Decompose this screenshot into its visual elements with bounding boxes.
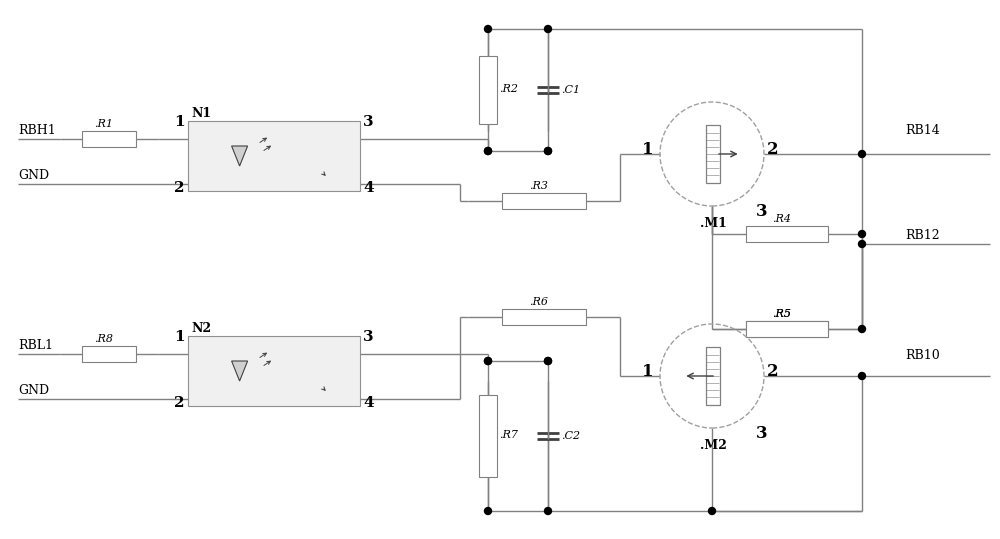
Bar [479, 57, 497, 123]
Text: .R8: .R8 [94, 334, 113, 344]
Circle shape [484, 25, 492, 32]
Text: 2: 2 [767, 363, 779, 380]
Circle shape [858, 372, 866, 379]
Circle shape [544, 148, 552, 155]
Text: 1: 1 [174, 330, 185, 344]
Text: .R5: .R5 [772, 309, 791, 319]
Text: .R2: .R2 [499, 84, 518, 94]
Text: 3: 3 [756, 425, 768, 442]
Circle shape [484, 357, 492, 364]
Text: .C1: .C1 [561, 85, 580, 95]
Circle shape [544, 357, 552, 364]
Text: N2: N2 [191, 322, 211, 335]
Text: RB14: RB14 [905, 124, 940, 137]
Text: RB10: RB10 [905, 349, 940, 362]
Text: 3: 3 [363, 115, 374, 129]
Bar [82, 131, 136, 147]
Bar [706, 348, 720, 405]
Circle shape [544, 148, 552, 155]
Circle shape [484, 508, 492, 515]
Text: .M2: .M2 [700, 439, 727, 452]
Bar [746, 321, 828, 337]
Text: .M1: .M1 [700, 217, 727, 230]
Bar [746, 321, 828, 337]
Bar [746, 226, 828, 242]
Text: .R1: .R1 [94, 119, 113, 129]
Text: 1: 1 [174, 115, 185, 129]
Bar [188, 336, 360, 406]
Text: 1: 1 [642, 363, 654, 380]
Text: GND: GND [18, 384, 49, 397]
Circle shape [484, 148, 492, 155]
Text: 1: 1 [642, 141, 654, 158]
Circle shape [484, 357, 492, 364]
Circle shape [858, 326, 866, 333]
Text: 4: 4 [363, 181, 374, 195]
Text: RBH1: RBH1 [18, 124, 56, 137]
Text: 3: 3 [756, 203, 768, 220]
Circle shape [544, 357, 552, 364]
Text: 3: 3 [363, 330, 374, 344]
Text: RB12: RB12 [905, 229, 940, 242]
Bar [706, 126, 720, 183]
Text: 2: 2 [174, 181, 184, 195]
Bar [82, 346, 136, 362]
Bar [188, 121, 360, 191]
Text: RBL1: RBL1 [18, 339, 53, 352]
Text: N1: N1 [191, 107, 211, 120]
Circle shape [858, 150, 866, 157]
Text: .R4: .R4 [772, 214, 791, 224]
Text: GND: GND [18, 169, 49, 182]
Circle shape [858, 240, 866, 247]
Circle shape [858, 231, 866, 238]
Text: 2: 2 [174, 396, 184, 410]
Circle shape [484, 148, 492, 155]
Text: .R6: .R6 [529, 297, 548, 307]
Text: 4: 4 [363, 396, 374, 410]
Bar [502, 309, 586, 325]
Bar [479, 395, 497, 477]
Text: .R3: .R3 [529, 181, 548, 191]
Circle shape [544, 25, 552, 32]
Polygon shape [232, 361, 248, 381]
Text: .C2: .C2 [561, 431, 580, 441]
Text: 2: 2 [767, 141, 779, 158]
Text: .R5: .R5 [772, 309, 791, 319]
Polygon shape [232, 146, 248, 166]
Circle shape [708, 508, 716, 515]
Bar [502, 193, 586, 209]
Text: .R7: .R7 [499, 430, 518, 440]
Circle shape [544, 508, 552, 515]
